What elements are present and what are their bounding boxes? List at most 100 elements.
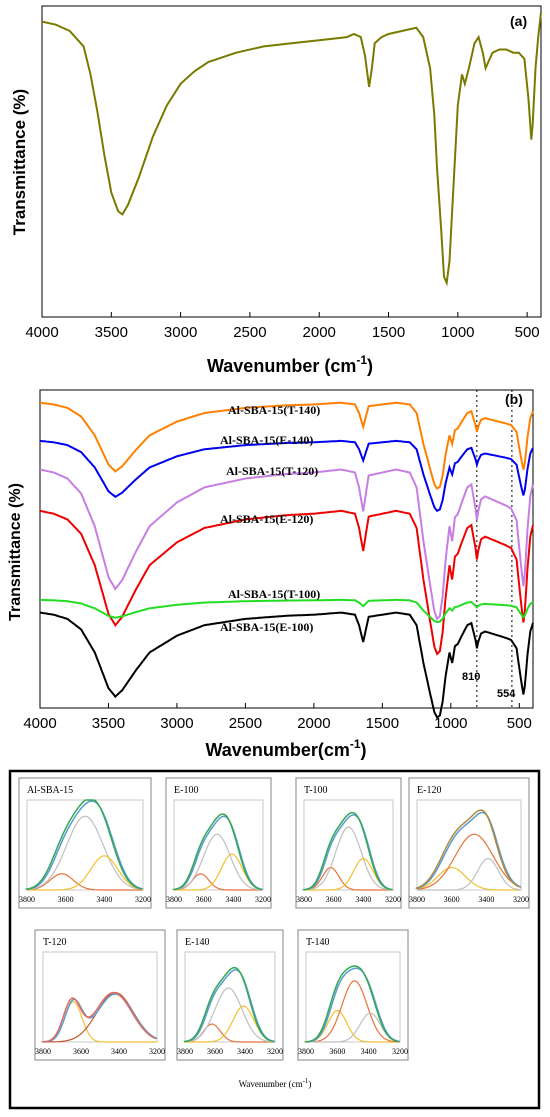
inset-x-tick-label: 3600 (207, 1047, 223, 1056)
panel-b-series-line-0 (39, 401, 534, 491)
inset-x-tick-label: 3400 (478, 895, 494, 904)
inset-component-peak (27, 855, 144, 891)
panel-a-spectrum-line (41, 12, 542, 287)
panel-b-x-tick-label: 2000 (297, 715, 330, 732)
inset-e-140: E-140 3800 3600 3400 3200 (176, 929, 284, 1061)
inset-title: T-140 (306, 937, 330, 948)
panel-a-x-tick-label: 3000 (164, 324, 197, 341)
inset-x-tick-label: 3800 (166, 895, 182, 904)
inset-component-peak (26, 873, 143, 891)
panel-b-series-group (39, 401, 534, 719)
panel-b-x-tick-label: 1500 (366, 715, 399, 732)
inset-plot-area (303, 799, 394, 891)
inset-x-tick-label: 3200 (392, 1047, 408, 1056)
inset-x-tick-label: 3200 (385, 895, 401, 904)
annotation-810: 810 (462, 671, 480, 683)
inset-fitted-envelope (415, 809, 520, 890)
inset-component-peak (305, 980, 400, 1043)
inset-x-tick-label: 3400 (111, 1047, 127, 1056)
annotation-554: 554 (497, 688, 516, 700)
inset-t-120: T-120 3800 3600 3400 3200 (34, 929, 166, 1061)
panel-a-tag: (a) (510, 13, 527, 29)
series-label-e-140: Al-SBA-15(E-140) (220, 433, 313, 447)
inset-plot-area (416, 799, 522, 891)
inset-x-tick-label: 3200 (255, 895, 271, 904)
panel-a-x-tick-label: 2000 (303, 324, 336, 341)
inset-x-tick-label: 3800 (409, 895, 425, 904)
inset-frame (408, 777, 530, 909)
panel-a-plot-frame (41, 5, 542, 318)
panel-c: Al-SBA-15 3800 3600 3400 3200 E-100 3800 3600 34… (8, 769, 541, 1110)
inset-x-tick-label: 3200 (267, 1047, 283, 1056)
inset-component-peak (184, 987, 276, 1043)
inset-x-tick-label: 3800 (35, 1047, 51, 1056)
inset-fitted-envelope (172, 813, 262, 891)
inset-title: E-100 (174, 785, 198, 796)
panel-b-x-tick-label: 3500 (92, 715, 125, 732)
panel-b-series-labels: Al-SBA-15(T-140) Al-SBA-15(E-140) Al-SBA… (220, 403, 320, 634)
panel-a: (a) 4000 3500 3000 2500 2000 1500 1000 500 Tran… (10, 5, 542, 376)
panel-b-x-axis-title: Wavenumber(cm-1) (205, 737, 366, 760)
inset-component-peak (416, 866, 521, 891)
inset-title: E-120 (417, 785, 441, 796)
inset-measured-curve (42, 993, 158, 1043)
inset-measured-curve (26, 800, 144, 891)
panel-b-y-axis-title: Transmittance (%) (7, 483, 24, 621)
inset-component-peak (303, 826, 394, 891)
panel-b-reference-lines (476, 390, 513, 708)
series-label-e-120: Al-SBA-15(E-120) (220, 512, 313, 526)
panel-a-x-tick-label: 1500 (372, 324, 405, 341)
inset-x-tick-label: 3600 (326, 895, 342, 904)
panel-b: (b) 4000 3500 3000 2500 2000 1500 1000 500 Al-S… (7, 389, 534, 760)
inset-x-tick-label: 3800 (296, 895, 312, 904)
inset-measured-curve (416, 811, 522, 890)
inset-x-tick-label: 3400 (225, 895, 241, 904)
inset-component-peak (26, 815, 144, 891)
inset-fitted-envelope (25, 799, 142, 891)
panel-a-x-tick-label: 2500 (233, 324, 266, 341)
inset-plot-area (173, 799, 264, 891)
inset-frame (34, 929, 166, 1061)
inset-fitted-envelope (41, 991, 156, 1043)
inset-title: T-100 (304, 785, 328, 796)
inset-component-peak (417, 857, 522, 891)
inset-title: Al-SBA-15 (27, 785, 73, 796)
inset-frame (18, 777, 152, 909)
inset-plot-area (184, 951, 276, 1043)
panel-a-x-ticks: 4000 3500 3000 2500 2000 1500 1000 500 (25, 312, 540, 341)
inset-x-tick-label: 3600 (196, 895, 212, 904)
inset-component-peak (416, 833, 522, 890)
inset-fitted-envelope (304, 965, 399, 1043)
panel-a-x-tick-label: 3500 (95, 324, 128, 341)
inset-x-tick-label: 3400 (355, 895, 371, 904)
inset-t-100: T-100 3800 3600 3400 3200 (295, 777, 402, 909)
inset-x-tick-label: 3800 (19, 895, 35, 904)
inset-fitted-envelope (183, 966, 274, 1043)
inset-x-tick-label: 3200 (513, 895, 529, 904)
inset-x-tick-label: 3400 (96, 895, 112, 904)
inset-e-100: E-100 3800 3600 3400 3200 (165, 777, 272, 909)
panel-a-x-tick-label: 1000 (441, 324, 474, 341)
inset-component-peak (173, 833, 264, 891)
panel-b-x-tick-label: 2500 (229, 715, 262, 732)
panel-b-x-tick-label: 1000 (434, 715, 467, 732)
panel-b-tag: (b) (505, 391, 523, 407)
inset-measured-curve (173, 815, 264, 891)
panel-b-x-ticks: 4000 3500 3000 2500 2000 1500 1000 500 (23, 703, 532, 732)
panel-b-series-line-2 (39, 468, 534, 621)
inset-component-peak (305, 1009, 400, 1043)
series-label-t-120: Al-SBA-15(T-120) (226, 464, 318, 478)
inset-e-120: E-120 3800 3600 3400 3200 (408, 777, 530, 909)
panel-b-plot-frame (39, 389, 534, 709)
inset-al-sba-15: Al-SBA-15 3800 3600 3400 3200 (18, 777, 152, 909)
inset-fitted-envelope (302, 811, 392, 891)
inset-x-tick-label: 3400 (237, 1047, 253, 1056)
inset-x-tick-label: 3600 (73, 1047, 89, 1056)
panel-b-x-tick-label: 4000 (23, 715, 56, 732)
inset-x-tick-label: 3800 (298, 1047, 314, 1056)
panel-c-insets: Al-SBA-15 3800 3600 3400 3200 E-100 3800 3600 34… (18, 777, 530, 1061)
inset-x-tick-label: 3400 (361, 1047, 377, 1056)
panel-c-outer-frame (8, 769, 541, 1110)
inset-x-tick-label: 3600 (329, 1047, 345, 1056)
